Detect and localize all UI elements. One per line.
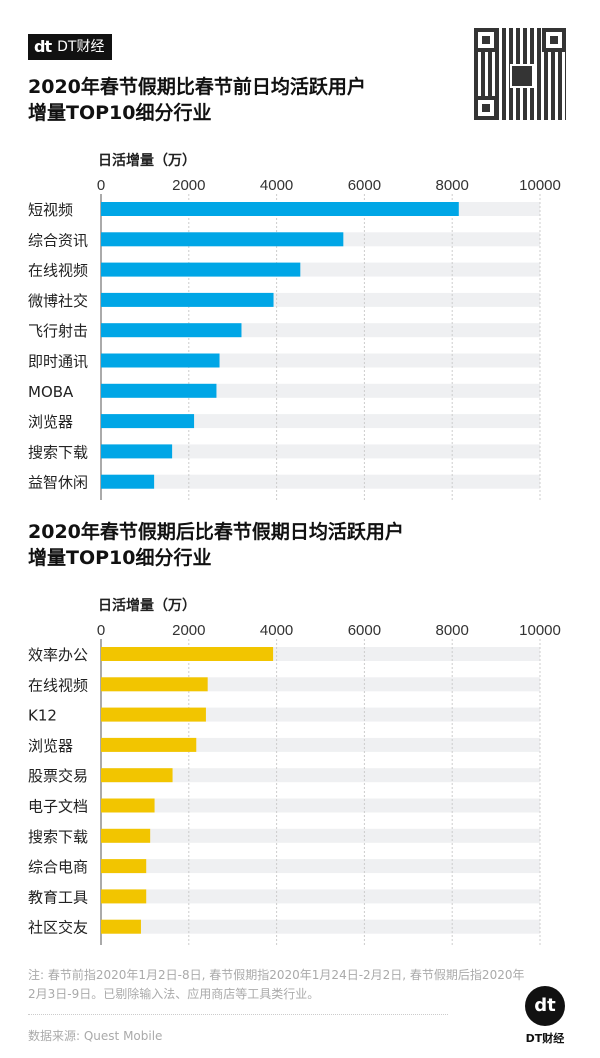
bar-track xyxy=(101,798,540,813)
bar-track xyxy=(101,677,540,692)
category-label: 短视频 xyxy=(28,201,73,219)
category-label: 浏览器 xyxy=(28,737,73,755)
chart1-title-line2: 增量TOP10细分行业 xyxy=(28,102,212,124)
bar-益智休闲 xyxy=(101,474,155,489)
category-label: MOBA xyxy=(28,383,74,401)
qr-code-icon xyxy=(474,28,566,120)
bar-社区交友 xyxy=(101,919,141,934)
category-label: 益智休闲 xyxy=(28,474,88,492)
bar-track xyxy=(101,474,540,489)
category-label: 搜索下载 xyxy=(28,828,88,846)
category-label: 微博社交 xyxy=(28,292,88,310)
chart2-title-line2: 增量TOP10细分行业 xyxy=(28,547,212,569)
category-label: 教育工具 xyxy=(28,888,88,906)
category-label: 在线视频 xyxy=(28,262,88,280)
bar-飞行射击 xyxy=(101,323,242,338)
chart2-title: 2020年春节假期后比春节假期日均活跃用户 增量TOP10细分行业 xyxy=(28,519,404,571)
category-label: 搜索下载 xyxy=(28,443,88,461)
category-label: 综合电商 xyxy=(28,858,88,876)
dt-logo-icon: dt xyxy=(34,37,52,56)
x-tick-label: 10000 xyxy=(519,177,561,194)
bar-搜索下载 xyxy=(101,444,173,459)
x-tick-label: 0 xyxy=(97,622,105,639)
bar-track xyxy=(101,707,540,722)
bar-在线视频 xyxy=(101,677,208,692)
data-source: 数据来源: Quest Mobile xyxy=(28,1029,163,1043)
x-tick-label: 2000 xyxy=(172,622,205,639)
x-tick-label: 8000 xyxy=(436,622,469,639)
bar-在线视频 xyxy=(101,262,301,277)
bar-股票交易 xyxy=(101,768,173,783)
category-label: 即时通讯 xyxy=(28,353,88,371)
chart1-title-line1: 2020年春节假期比春节前日均活跃用户 xyxy=(28,76,366,98)
chart1-title: 2020年春节假期比春节前日均活跃用户 增量TOP10细分行业 xyxy=(28,74,366,126)
bar-综合电商 xyxy=(101,859,147,874)
chart2-unit-label: 日活增量（万） xyxy=(98,598,196,614)
brand-badge: dt DT财经 xyxy=(522,986,568,1046)
x-tick-label: 4000 xyxy=(260,622,293,639)
brand-text: DT财经 xyxy=(525,1032,565,1045)
bar-综合资讯 xyxy=(101,232,344,247)
bar-即时通讯 xyxy=(101,353,220,368)
bar-效率办公 xyxy=(101,647,274,661)
category-label: 飞行射击 xyxy=(28,322,88,340)
logo-text: DT财经 xyxy=(57,39,105,55)
x-tick-label: 0 xyxy=(97,177,105,194)
category-label: 电子文档 xyxy=(28,798,88,816)
brand-logo: dt DT财经 xyxy=(28,34,113,60)
bar-浏览器 xyxy=(101,737,197,752)
x-tick-label: 2000 xyxy=(172,177,205,194)
category-label: 浏览器 xyxy=(28,413,73,431)
category-label: 综合资讯 xyxy=(28,231,88,249)
bar-短视频 xyxy=(101,202,459,216)
x-tick-label: 8000 xyxy=(436,177,469,194)
chart1-plot: 0 2000 4000 6000 8000 10000 短视频综合资讯在线视频微博社交飞行射… xyxy=(28,177,561,500)
category-label: 社区交友 xyxy=(28,919,88,937)
bar-track xyxy=(101,919,540,934)
bar-K12 xyxy=(101,707,206,722)
bar-教育工具 xyxy=(101,889,147,904)
bar-track xyxy=(101,768,540,783)
category-label: 效率办公 xyxy=(28,646,88,664)
bar-浏览器 xyxy=(101,414,195,429)
bar-搜索下载 xyxy=(101,828,151,843)
bar-track xyxy=(101,737,540,752)
bar-track xyxy=(101,444,540,459)
bar-电子文档 xyxy=(101,798,155,813)
divider xyxy=(28,1014,448,1015)
bar-track xyxy=(101,859,540,874)
x-tick-label: 6000 xyxy=(348,177,381,194)
bar-MOBA xyxy=(101,383,217,398)
chart1-unit-label: 日活增量（万） xyxy=(98,153,196,169)
x-tick-label: 10000 xyxy=(519,622,561,639)
bar-track xyxy=(101,414,540,429)
x-tick-label: 6000 xyxy=(348,622,381,639)
footnote: 注: 春节前指2020年1月2日-8日, 春节假期指2020年1月24日-2月2… xyxy=(28,968,525,1001)
category-label: 股票交易 xyxy=(28,767,88,785)
chart2-title-line1: 2020年春节假期后比春节假期日均活跃用户 xyxy=(28,521,404,543)
category-label: K12 xyxy=(28,707,57,725)
x-tick-label: 4000 xyxy=(260,177,293,194)
bar-track xyxy=(101,828,540,843)
bar-track xyxy=(101,889,540,904)
dt-logo-icon: dt xyxy=(525,986,565,1026)
bar-微博社交 xyxy=(101,292,274,307)
category-label: 在线视频 xyxy=(28,676,88,694)
